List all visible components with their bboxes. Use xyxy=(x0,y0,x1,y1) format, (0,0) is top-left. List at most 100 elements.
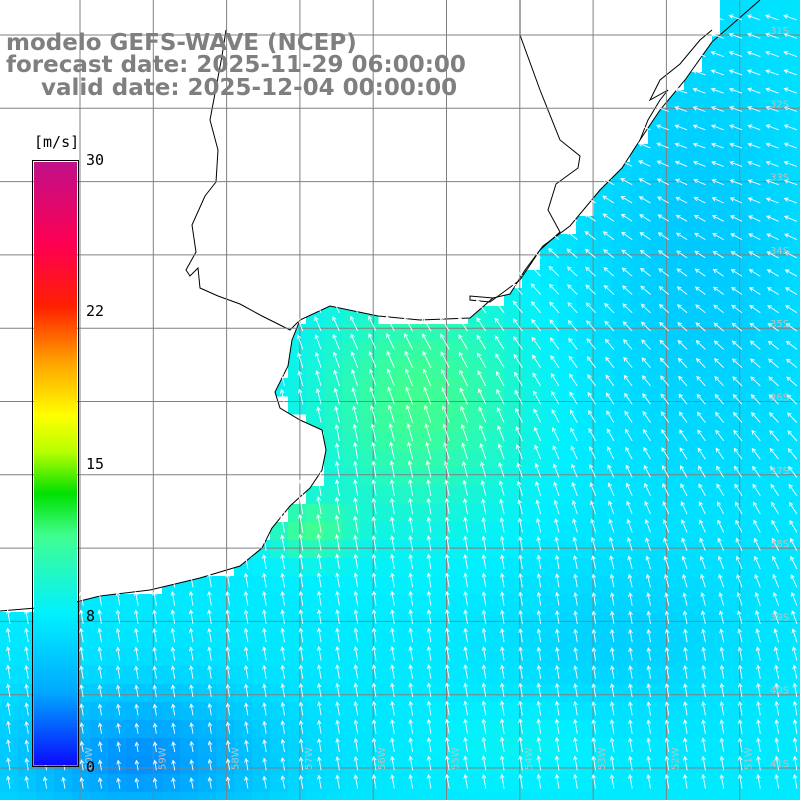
wind-arrow-head xyxy=(737,719,743,725)
wind-arrow xyxy=(713,269,724,277)
wind-arrow xyxy=(537,774,542,789)
wind-speed-cell xyxy=(630,684,649,703)
wind-speed-cell xyxy=(684,90,703,109)
wind-arrow-head xyxy=(514,371,519,377)
wind-speed-cell xyxy=(594,432,613,451)
wind-speed-cell xyxy=(306,792,325,800)
wind-arrow xyxy=(711,161,724,167)
wind-speed-cell xyxy=(756,630,775,649)
wind-speed-cell xyxy=(450,396,469,415)
wind-arrow-head xyxy=(353,682,359,688)
wind-speed-cell xyxy=(504,504,523,523)
wind-arrow-head xyxy=(638,160,644,165)
wind-arrow-head xyxy=(426,773,432,779)
wind-speed-cell xyxy=(270,738,289,757)
wind-arrow xyxy=(682,556,688,570)
wind-speed-cell xyxy=(702,648,721,667)
latitude-label: 32S xyxy=(770,99,789,110)
wind-arrow xyxy=(7,776,11,789)
wind-speed-cell xyxy=(702,468,721,487)
wind-arrow xyxy=(768,376,779,387)
wind-speed-cell xyxy=(522,720,541,739)
wind-speed-cell xyxy=(360,702,379,721)
wind-arrow xyxy=(620,178,633,186)
wind-arrow xyxy=(697,412,706,423)
wind-arrow-head xyxy=(549,301,554,307)
wind-arrow-head xyxy=(460,424,466,429)
wind-speed-cell xyxy=(738,288,757,307)
wind-arrow xyxy=(336,775,340,789)
wind-arrow xyxy=(702,683,706,698)
wind-arrow xyxy=(684,774,688,789)
wind-arrow-head xyxy=(731,286,736,292)
wind-arrow xyxy=(135,610,139,624)
wind-arrow xyxy=(226,684,231,698)
wind-speed-cell xyxy=(306,774,325,793)
wind-speed-cell xyxy=(432,522,451,541)
wind-arrow xyxy=(80,628,84,643)
wind-arrow xyxy=(647,738,651,753)
wind-arrow xyxy=(683,592,688,606)
wind-arrow-head xyxy=(497,443,503,449)
wind-arrow xyxy=(462,443,468,460)
wind-arrow-head xyxy=(591,737,597,743)
wind-speed-cell xyxy=(792,432,800,451)
wind-arrow xyxy=(373,646,377,661)
wind-arrow-head xyxy=(566,266,572,271)
wind-speed-cell xyxy=(774,576,793,595)
wind-speed-cell xyxy=(684,234,703,253)
wind-arrow-head xyxy=(620,178,625,183)
wind-arrow xyxy=(135,685,139,698)
wind-speed-cell xyxy=(252,576,271,595)
wind-speed-cell xyxy=(756,468,775,487)
wind-arrow xyxy=(135,666,139,679)
wind-arrow xyxy=(660,393,670,405)
wind-arrow-head xyxy=(622,303,628,308)
wind-speed-cell xyxy=(684,486,703,505)
wind-speed-cell xyxy=(756,198,775,217)
wind-arrow xyxy=(227,759,231,771)
wind-arrow xyxy=(482,536,487,551)
wind-arrow xyxy=(766,215,779,222)
wind-arrow xyxy=(757,683,761,698)
wind-speed-cell xyxy=(648,306,667,325)
wind-arrow xyxy=(711,88,724,94)
wind-arrow-head xyxy=(536,591,542,597)
wind-arrow-head xyxy=(262,609,267,615)
wind-arrow-head xyxy=(462,498,468,504)
wind-arrow-head xyxy=(701,664,706,670)
wind-arrow xyxy=(334,370,340,387)
wind-arrow xyxy=(735,538,743,551)
wind-speed-cell xyxy=(702,738,721,757)
wind-speed-cell xyxy=(216,684,235,703)
wind-speed-cell xyxy=(648,522,667,541)
wind-speed-cell xyxy=(468,360,487,379)
wind-arrow-head xyxy=(621,249,627,255)
wind-arrow xyxy=(592,592,597,606)
wind-arrow-head xyxy=(97,665,103,671)
wind-arrow-head xyxy=(444,718,450,724)
wind-arrow xyxy=(720,665,725,679)
wind-speed-cell xyxy=(342,774,361,793)
wind-speed-cell xyxy=(576,756,595,775)
wind-speed-cell xyxy=(576,774,595,793)
wind-arrow-head xyxy=(79,759,85,764)
wind-speed-cell xyxy=(666,756,685,775)
wind-arrow-head xyxy=(699,555,705,561)
wind-arrow-head xyxy=(696,375,701,381)
wind-speed-cell xyxy=(648,396,667,415)
wind-arrow-head xyxy=(536,773,542,779)
wind-arrow-head xyxy=(573,700,578,706)
wind-arrow xyxy=(482,701,487,716)
wind-speed-cell xyxy=(720,90,739,109)
wind-speed-cell xyxy=(738,684,757,703)
wind-arrow-head xyxy=(747,160,753,166)
wind-speed-cell xyxy=(666,126,685,145)
wind-arrow-head xyxy=(403,315,409,321)
wind-arrow xyxy=(446,517,450,533)
wind-arrow-head xyxy=(679,447,684,453)
wind-arrow xyxy=(695,268,706,277)
wind-arrow-head xyxy=(694,232,699,238)
wind-arrow xyxy=(281,498,285,515)
wind-arrow-head xyxy=(531,318,536,324)
